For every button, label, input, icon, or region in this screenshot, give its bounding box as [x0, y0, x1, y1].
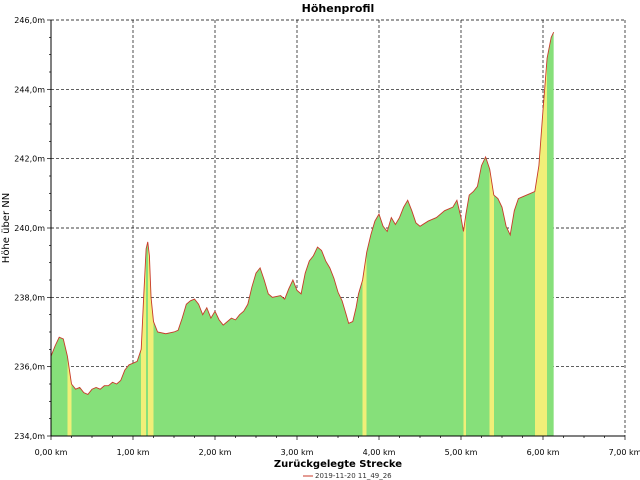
axes	[47, 19, 626, 440]
x-tick-label: 1,00 km	[117, 448, 150, 457]
x-tick-label: 3,00 km	[281, 448, 314, 457]
elevation-area	[51, 32, 554, 436]
x-tick-label: 2,00 km	[199, 448, 232, 457]
x-tick-label: 5,00 km	[445, 448, 478, 457]
y-tick-label: 234,0m	[14, 432, 45, 441]
y-tick-labels: 234,0m 236,0m 238,0m 240,0m 242,0m 244,0m 246,…	[14, 16, 45, 441]
chart-title: Höhenprofil	[302, 2, 375, 15]
legend-entry: 2019-11-20 11_49_26	[315, 472, 392, 480]
y-axis-label: Höhe über NN	[1, 193, 12, 263]
x-tick-label: 7,00 km	[609, 448, 640, 457]
elevation-line	[51, 31, 555, 395]
x-axis-label: Zurückgelegte Strecke	[274, 459, 402, 470]
y-tick-label: 240,0m	[14, 224, 45, 233]
x-tick-label: 4,00 km	[363, 448, 396, 457]
x-tick-labels: 0,00 km 1,00 km 2,00 km 3,00 km 4,00 km 5,00 …	[35, 448, 640, 457]
y-tick-label: 244,0m	[14, 85, 45, 94]
y-tick-label: 242,0m	[14, 155, 45, 164]
y-tick-label: 236,0m	[14, 363, 45, 372]
legend: 2019-11-20 11_49_26	[303, 472, 392, 480]
x-tick-label: 0,00 km	[35, 448, 68, 457]
y-tick-label: 238,0m	[14, 293, 45, 302]
x-tick-label: 6,00 km	[527, 448, 560, 457]
y-tick-label: 246,0m	[14, 16, 45, 25]
